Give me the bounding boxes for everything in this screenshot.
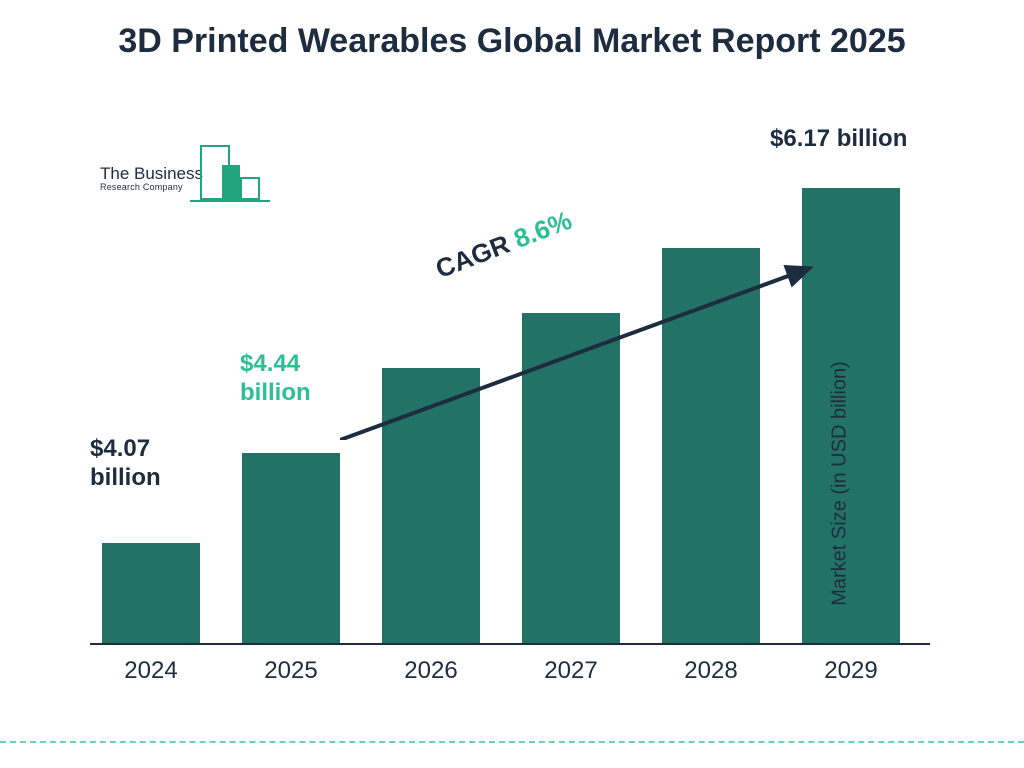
bar-2028 [662, 248, 760, 643]
bottom-dashed-rule [0, 741, 1024, 743]
x-tick-2025: 2025 [221, 657, 361, 685]
y-axis-label: Market Size (in USD billion) [829, 334, 852, 634]
x-tick-2027: 2027 [501, 657, 641, 685]
bar-2024 [102, 543, 200, 643]
x-axis-line [90, 643, 930, 645]
bar-2026 [382, 368, 480, 643]
data-label-0: $4.07billion [90, 435, 161, 493]
x-tick-2026: 2026 [361, 657, 501, 685]
bar-2027 [522, 313, 620, 643]
bar-chart: 202420252026202720282029 Market Size (in… [90, 155, 930, 685]
data-label-2: $6.17 billion [770, 125, 907, 154]
data-label-1: $4.44billion [240, 350, 311, 408]
chart-title: 3D Printed Wearables Global Market Repor… [0, 20, 1024, 63]
x-tick-2028: 2028 [641, 657, 781, 685]
bar-2025 [242, 453, 340, 643]
x-tick-2024: 2024 [81, 657, 221, 685]
x-tick-2029: 2029 [781, 657, 921, 685]
